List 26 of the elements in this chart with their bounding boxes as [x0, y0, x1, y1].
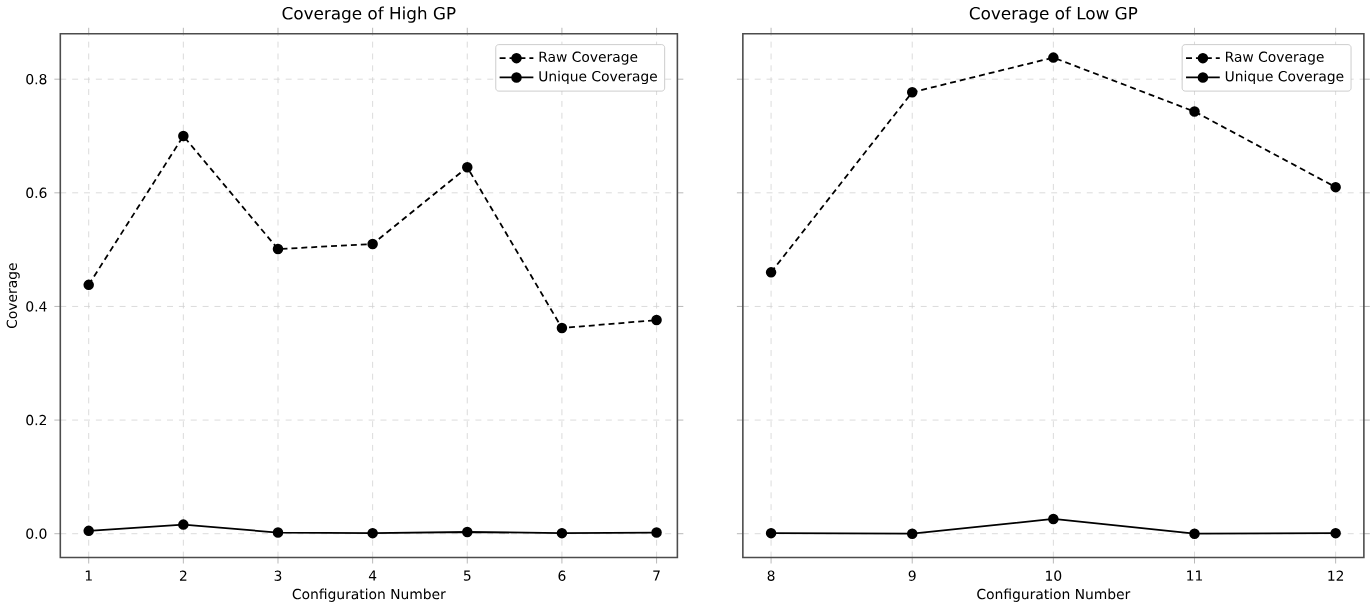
point	[83, 279, 94, 290]
point	[178, 130, 189, 141]
point	[1048, 52, 1059, 63]
point	[1189, 528, 1200, 539]
point	[367, 238, 378, 249]
point	[651, 314, 662, 326]
point	[906, 86, 918, 98]
point	[765, 266, 777, 278]
point	[1330, 181, 1341, 193]
point	[462, 161, 473, 173]
point	[83, 525, 94, 536]
point	[1189, 106, 1200, 117]
point	[1048, 513, 1059, 524]
point	[462, 526, 473, 537]
point	[1330, 527, 1341, 539]
point	[556, 527, 568, 539]
point	[651, 527, 662, 538]
point	[765, 527, 777, 539]
point	[272, 243, 284, 255]
chart-title: Coverage of High GP	[282, 6, 456, 23]
point	[556, 322, 568, 334]
point	[367, 527, 378, 539]
point	[178, 519, 189, 530]
point	[272, 527, 284, 538]
point	[906, 528, 918, 539]
chart-title: Coverage of Low GP	[969, 6, 1138, 23]
